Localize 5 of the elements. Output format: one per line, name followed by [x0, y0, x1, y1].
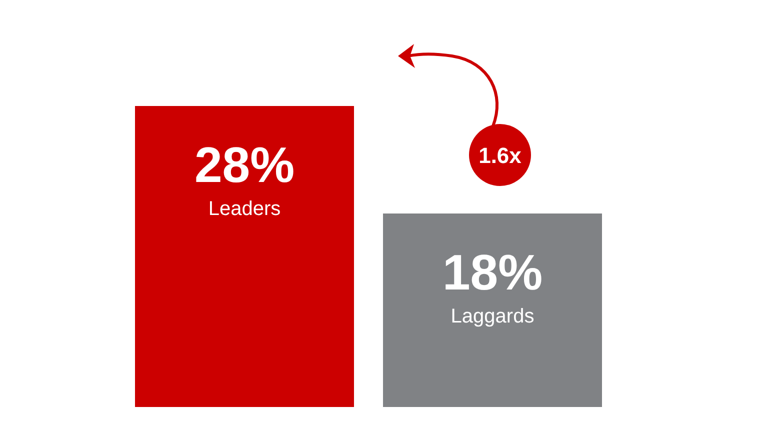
- data-label: 18%: [442, 244, 543, 300]
- annotation: 1.6x: [478, 143, 522, 168]
- x-tick-label: Leaders: [208, 198, 281, 220]
- data-label: 28%: [194, 137, 295, 193]
- x-tick-label: Laggards: [450, 306, 534, 328]
